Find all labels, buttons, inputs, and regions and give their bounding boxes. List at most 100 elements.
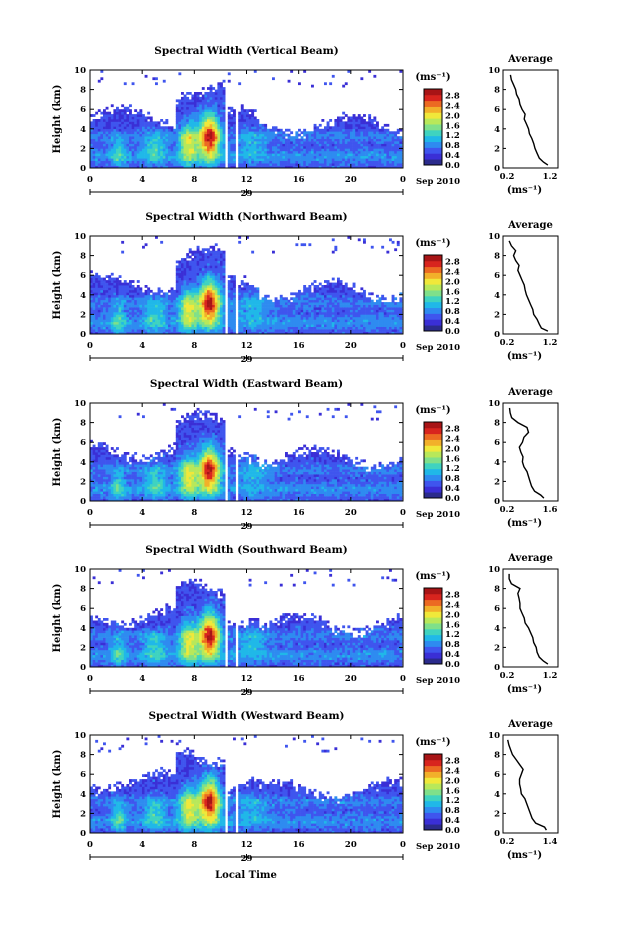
heatmap-cell [360, 160, 364, 164]
heatmap-cell [178, 307, 182, 310]
heatmap-cell [331, 289, 335, 293]
heatmap-cell [129, 285, 132, 288]
heatmap-cell [321, 309, 325, 313]
heatmap-cell [113, 158, 117, 161]
heatmap-cell [261, 321, 265, 325]
heatmap-cell [155, 297, 158, 301]
heatmap-cell [227, 133, 231, 137]
heatmap-cell [217, 250, 221, 254]
heatmap-cell [142, 311, 145, 315]
heatmap-cell [334, 143, 338, 147]
heatmap-cell [149, 143, 153, 147]
heatmap-cell [243, 145, 247, 149]
heatmap-cell [233, 114, 236, 117]
heatmap-cell [240, 165, 244, 169]
heatmap-cell [178, 106, 182, 110]
heatmap-cell [217, 326, 221, 330]
heatmap-cell [240, 104, 244, 108]
heatmap-cell [277, 133, 281, 137]
heatmap-cell [168, 133, 171, 137]
heatmap-cell [238, 82, 242, 86]
heatmap-cell [264, 133, 268, 137]
heatmap-cell [303, 307, 307, 310]
heatmap-cell [214, 150, 218, 154]
heatmap-cell [142, 133, 145, 137]
heatmap-cell [170, 150, 174, 154]
heatmap-cell [370, 155, 374, 159]
heatmap-cell [212, 270, 216, 274]
heatmap-cell [331, 314, 335, 318]
heatmap-cell [134, 128, 138, 132]
heatmap-cell [381, 126, 385, 130]
heatmap-cell [121, 250, 125, 254]
heatmap-cell [357, 297, 361, 301]
heatmap-cell [324, 299, 327, 303]
heatmap-cell [230, 285, 234, 288]
heatmap-cell [97, 136, 101, 139]
heatmap-cell [282, 314, 286, 318]
heatmap-cell [149, 302, 153, 305]
heatmap-cell [126, 141, 130, 144]
heatmap-cell [253, 324, 257, 327]
heatmap-cell [100, 138, 104, 142]
heatmap-cell [90, 121, 93, 125]
heatmap-cell [383, 145, 387, 149]
heatmap-cell [292, 153, 296, 157]
heatmap-cell [342, 116, 346, 120]
heatmap-cell [196, 128, 200, 132]
heatmap-cell [204, 145, 208, 149]
heatmap-cell [290, 148, 294, 152]
heatmap-cell [123, 119, 127, 122]
heatmap-cell [365, 128, 369, 132]
heatmap-cell [191, 114, 195, 117]
heatmap-cell [142, 141, 145, 144]
heatmap-cell [316, 294, 320, 298]
heatmap-cell [199, 155, 203, 159]
heatmap-cell [298, 165, 301, 169]
heatmap-cell [209, 265, 213, 269]
heatmap-cell [170, 316, 174, 320]
heatmap-cell [134, 109, 138, 112]
heatmap-cell [175, 307, 179, 310]
heatmap-cell [334, 138, 338, 142]
heatmap-cell [204, 267, 208, 271]
heatmap-cell [181, 150, 184, 154]
heatmap-cell [326, 282, 330, 286]
heatmap-cell [123, 158, 127, 161]
heatmap-cell [181, 145, 184, 149]
heatmap-cell [298, 143, 301, 147]
heatmap-cell [149, 165, 153, 169]
heatmap-cell [368, 292, 372, 296]
heatmap-cell [246, 109, 249, 112]
heatmap-cell [298, 150, 301, 154]
heatmap-cell [142, 314, 145, 318]
heatmap-cell [279, 163, 283, 166]
heatmap-cell [157, 304, 161, 308]
heatmap-cell [227, 114, 231, 117]
heatmap-cell [175, 321, 179, 325]
heatmap-cell [196, 136, 200, 139]
heatmap-cell [376, 133, 379, 137]
heatmap-cell [344, 141, 348, 144]
heatmap-cell [201, 294, 205, 298]
heatmap-cell [217, 123, 221, 127]
heatmap-cell [337, 123, 340, 127]
heatmap-cell [256, 136, 260, 139]
heatmap-cell [103, 126, 106, 130]
heatmap-cell [142, 121, 145, 125]
heatmap-cell [209, 260, 213, 264]
heatmap-cell [201, 136, 205, 139]
heatmap-cell [170, 331, 174, 335]
heatmap-cell [157, 321, 161, 325]
heatmap-cell [222, 119, 226, 122]
heatmap-cell [230, 319, 234, 323]
heatmap-cell [207, 128, 210, 132]
heatmap-cell [363, 133, 366, 137]
heatmap-cell [313, 314, 317, 318]
heatmap-cell [116, 138, 119, 142]
heatmap-cell [103, 116, 106, 120]
heatmap-cell [311, 297, 314, 301]
heatmap-cell [344, 165, 348, 169]
heatmap-cell [365, 131, 369, 135]
heatmap-cell [121, 165, 125, 169]
